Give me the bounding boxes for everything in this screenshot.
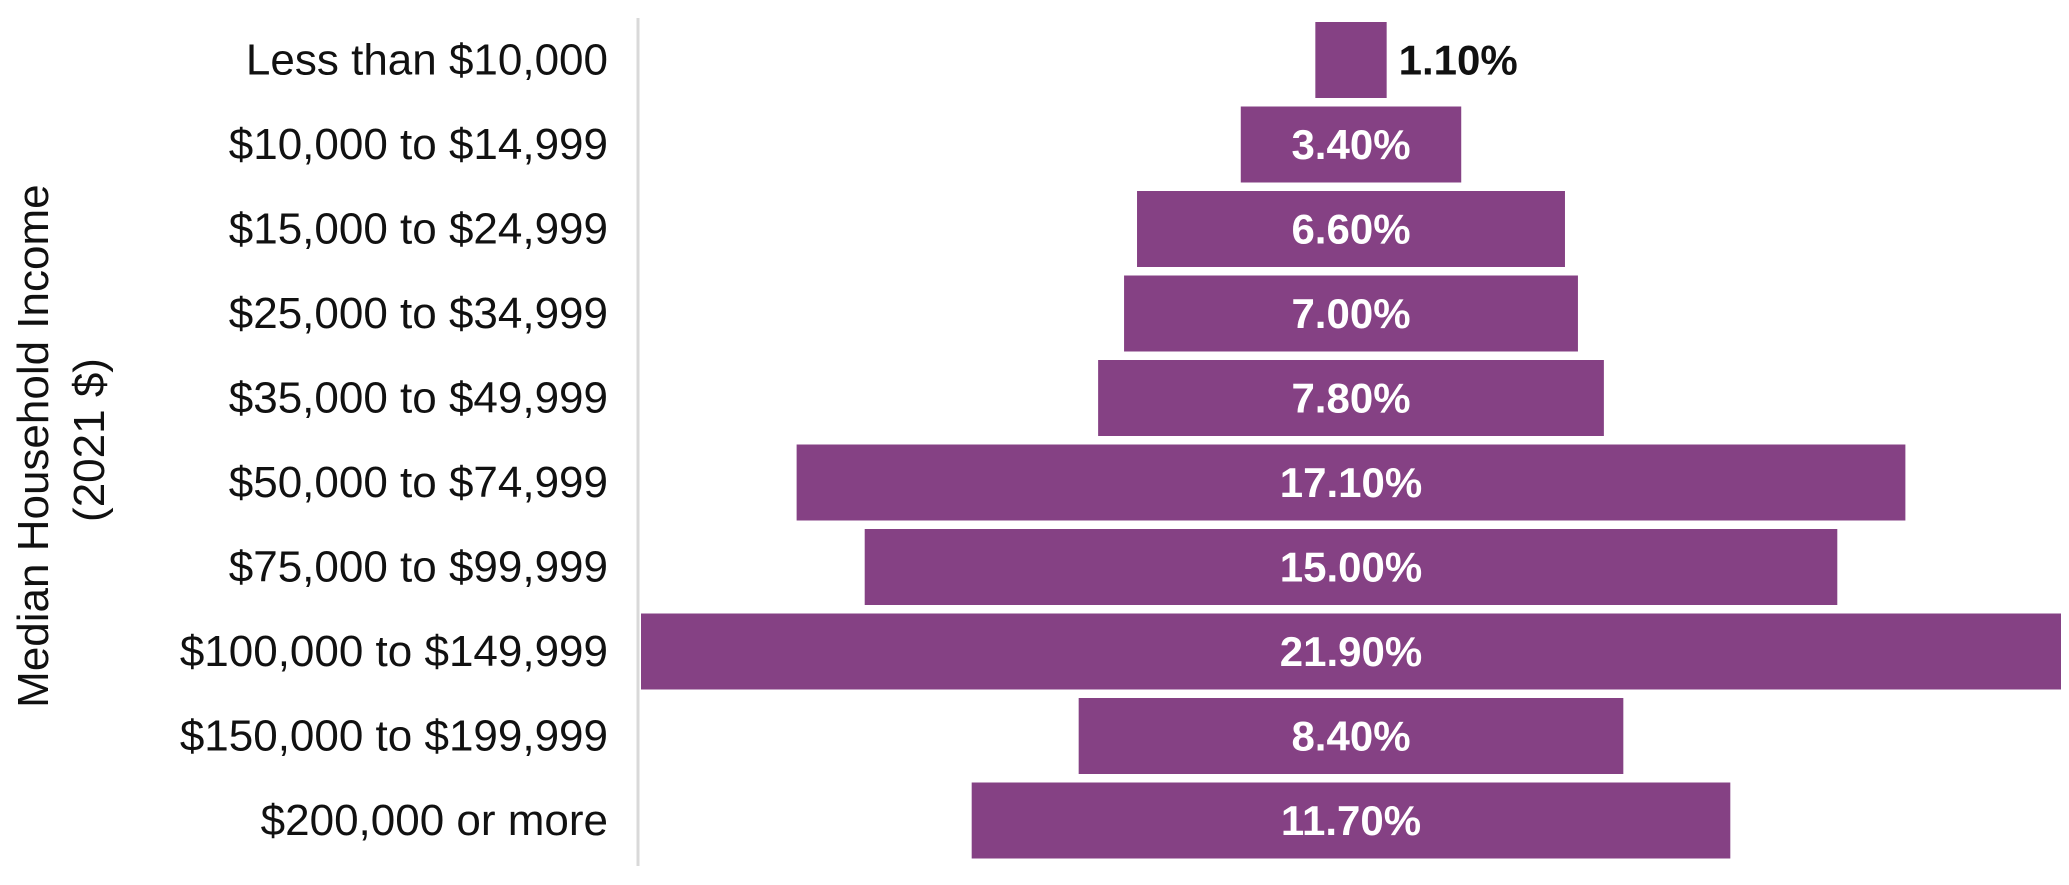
data-labels: 1.10% 3.40% 6.60% 7.00% 7.80% 17.10% 15.00% 21.… [1280,37,1518,845]
bar [641,613,2061,690]
category-label: $150,000 to $199,999 [180,712,608,761]
bar [971,782,1731,859]
bar [864,529,1838,605]
category-label: $35,000 to $49,999 [229,374,608,423]
bar [796,444,1906,521]
category-label: $50,000 to $74,999 [229,458,608,507]
data-label: 21.90% [1280,628,1422,675]
bar [1315,22,1387,98]
bars [641,22,2061,859]
category-label: $10,000 to $14,999 [229,120,608,169]
category-label: $100,000 to $149,999 [180,627,608,676]
category-label: $15,000 to $24,999 [229,205,608,254]
bar [1137,191,1565,267]
category-label: $25,000 to $34,999 [229,289,608,338]
bar [1124,275,1578,352]
category-labels: Less than $10,000 $10,000 to $14,999 $15,0… [180,36,608,846]
category-label: $200,000 or more [261,796,608,845]
data-label: 17.10% [1280,459,1422,506]
y-axis-title-line-1: Median Household Income [9,184,58,707]
data-label: 1.10% [1399,37,1518,84]
data-label: 8.40% [1291,713,1410,760]
data-label: 6.60% [1291,206,1410,253]
y-axis-title-line-2: (2021 $) [65,358,114,522]
bar [1098,360,1604,436]
category-label: Less than $10,000 [246,36,608,85]
data-label: 7.80% [1291,375,1410,422]
category-label: $75,000 to $99,999 [229,543,608,592]
data-label: 3.40% [1291,121,1410,168]
data-label: 11.70% [1281,797,1421,844]
data-label: 7.00% [1291,290,1410,337]
bar [1240,106,1462,183]
bar [1078,698,1624,774]
data-label: 15.00% [1280,544,1422,591]
y-axis-title: Median Household Income (2021 $) [9,172,114,708]
